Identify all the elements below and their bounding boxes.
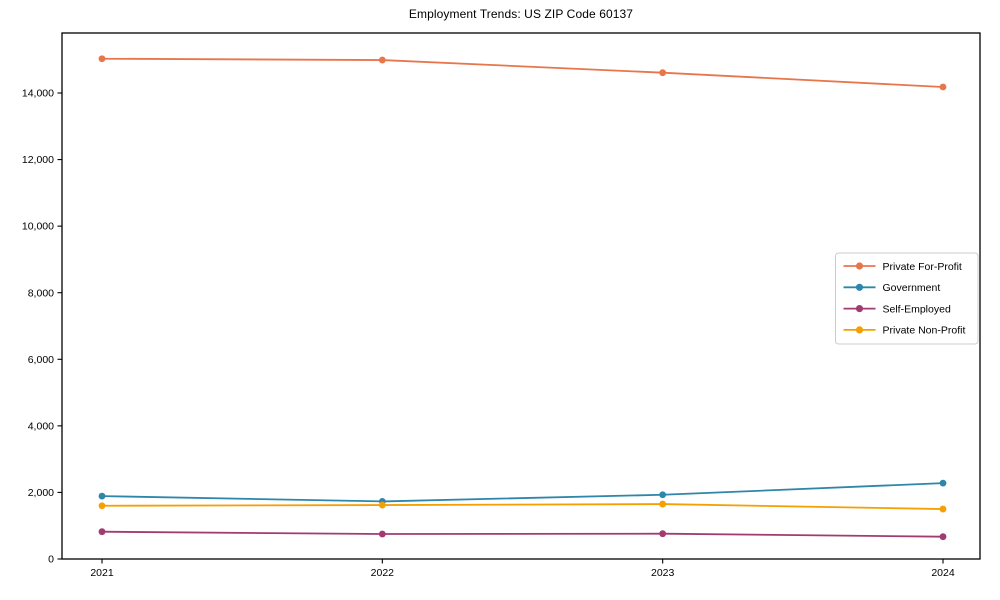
plot-border <box>61 32 981 560</box>
series-point-private-non-profit <box>659 500 667 508</box>
series-line-self-employed <box>101 530 944 538</box>
legend-entry-private-for-profit: Private For-Profit <box>843 261 962 273</box>
y-tick-label: 4,000 <box>28 420 54 432</box>
series-point-private-for-profit <box>939 83 947 91</box>
series-point-private-for-profit <box>659 69 667 77</box>
legend-marker <box>855 262 864 270</box>
series-line-government <box>101 482 944 503</box>
legend-marker <box>855 305 864 313</box>
series-point-private-non-profit <box>98 502 106 510</box>
legend-box <box>835 252 979 345</box>
x-tick-label: 2021 <box>90 567 114 579</box>
series-point-self-employed <box>939 533 947 541</box>
legend-marker <box>855 283 864 291</box>
legend-entry-private-non-profit: Private Non-Profit <box>843 325 966 337</box>
series-point-private-non-profit <box>378 501 386 509</box>
series-point-government <box>98 492 106 500</box>
x-tick-label: 2024 <box>931 567 955 579</box>
x-tick-label: 2022 <box>371 567 395 579</box>
legend-label: Private For-Profit <box>883 261 962 273</box>
series-point-private-for-profit <box>378 56 386 64</box>
series-point-government <box>659 491 667 499</box>
series-point-self-employed <box>98 528 106 536</box>
legend: Private For-Profit Government Self-Employe… <box>835 252 979 345</box>
legend-entry-self-employed: Self-Employed <box>843 303 951 315</box>
series-line-private-non-profit <box>101 503 944 510</box>
series-point-private-non-profit <box>939 505 947 513</box>
legend-entry-government: Government <box>843 282 941 294</box>
y-tick-label: 14,000 <box>22 88 54 100</box>
y-tick-label: 8,000 <box>28 287 54 299</box>
series-point-private-for-profit <box>98 55 106 63</box>
series-point-self-employed <box>378 530 386 538</box>
chart-title: Employment Trends: US ZIP Code 60137 <box>408 7 634 21</box>
legend-label: Government <box>883 282 941 294</box>
series-line-private-for-profit <box>101 57 944 88</box>
x-tick-label: 2023 <box>651 567 675 579</box>
y-tick-label: 6,000 <box>28 354 54 366</box>
y-tick-label: 10,000 <box>22 221 54 233</box>
y-tick-label: 0 <box>48 554 54 566</box>
y-tick-label: 2,000 <box>28 487 54 499</box>
series-point-self-employed <box>659 530 667 538</box>
legend-marker <box>855 326 864 334</box>
y-tick-label: 12,000 <box>22 154 54 166</box>
legend-label: Private Non-Profit <box>883 325 966 337</box>
series-point-government <box>939 479 947 487</box>
legend-label: Self-Employed <box>883 303 951 315</box>
